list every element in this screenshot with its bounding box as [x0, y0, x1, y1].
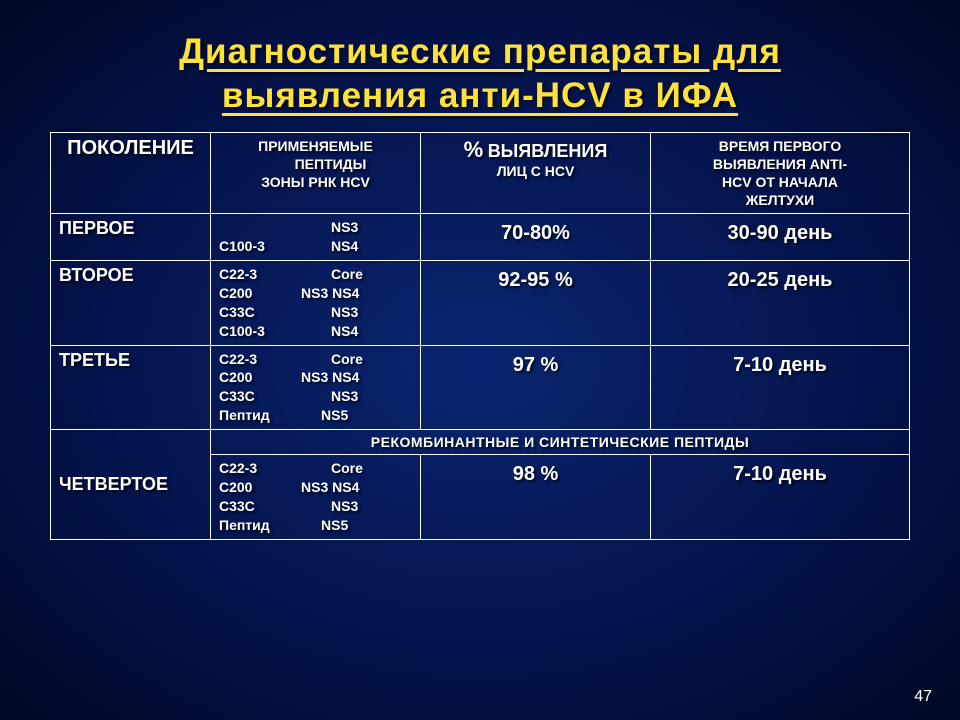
title-line1: Диагностические препараты для — [179, 32, 781, 71]
recombinant-note: РЕКОМБИНАНТНЫЕ И СИНТЕТИЧЕСКИЕ ПЕПТИДЫ — [219, 434, 901, 450]
hdr-pct-sub: ЛИЦ С HCV — [497, 163, 575, 179]
hdr-time-l2: ВЫЯВЛЕНИЯ ANTI- — [713, 156, 847, 172]
page-number: 47 — [914, 688, 932, 706]
pct-fourth: 98 % — [429, 459, 642, 486]
hdr-pct-word: ВЫЯВЛЕНИЯ — [488, 141, 608, 161]
slide: Диагностические препараты для выявления … — [0, 0, 960, 560]
hdr-time-l4: ЖЕЛТУХИ — [746, 192, 814, 208]
slide-title: Диагностические препараты для выявления … — [50, 30, 910, 118]
peptides-first: NS3 С100-3NS4 — [211, 214, 421, 261]
table-row: ВТОРОЕ С22-3Core С200NS3 NS4 C33CNS3 С10… — [51, 261, 910, 346]
day-fourth: 7-10 день — [659, 459, 901, 486]
day-third: 7-10 день — [659, 350, 901, 377]
pct-third: 97 % — [429, 350, 642, 377]
gen-fourth: ЧЕТВЕРТОЕ — [59, 474, 202, 495]
table-row: ТРЕТЬЕ С22-3Core С200NS3 NS4 C33CNS3 Пеп… — [51, 345, 910, 430]
hdr-pct-sign: % — [464, 137, 484, 162]
table-row: ПЕРВОЕ NS3 С100-3NS4 70-80% 30-90 день — [51, 214, 910, 261]
hdr-peptides-l2: ПЕПТИДЫ — [219, 155, 412, 173]
col-time: ВРЕМЯ ПЕРВОГО ВЫЯВЛЕНИЯ ANTI- HCV ОТ НАЧ… — [651, 132, 910, 214]
table-header-row: ПОКОЛЕНИЕ ПРИМЕНЯЕМЫЕ ПЕПТИДЫ ЗОНЫ РНК H… — [51, 132, 910, 214]
pct-first: 70-80% — [429, 218, 642, 245]
gen-second: ВТОРОЕ — [59, 265, 202, 286]
col-peptides: ПРИМЕНЯЕМЫЕ ПЕПТИДЫ ЗОНЫ РНК HCV — [211, 132, 421, 214]
gen-first: ПЕРВОЕ — [59, 218, 202, 239]
gen-third: ТРЕТЬЕ — [59, 350, 202, 371]
day-first: 30-90 день — [659, 218, 901, 245]
hdr-peptides-l1: ПРИМЕНЯЕМЫЕ — [258, 138, 373, 154]
hdr-generation-text: ПОКОЛЕНИЕ — [59, 137, 202, 160]
table-row: ЧЕТВЕРТОЕ РЕКОМБИНАНТНЫЕ И СИНТЕТИЧЕСКИЕ… — [51, 430, 910, 455]
peptides-fourth: С22-3Core С200NS3 NS4 C33CNS3 ПептидNS5 — [211, 455, 421, 540]
diagnostics-table: ПОКОЛЕНИЕ ПРИМЕНЯЕМЫЕ ПЕПТИДЫ ЗОНЫ РНК H… — [50, 132, 910, 540]
peptides-second: С22-3Core С200NS3 NS4 C33CNS3 С100-3NS4 — [211, 261, 421, 346]
day-second: 20-25 день — [659, 265, 901, 292]
col-percent: % ВЫЯВЛЕНИЯ ЛИЦ С HCV — [421, 132, 651, 214]
hdr-peptides-l3: ЗОНЫ РНК HCV — [261, 174, 370, 190]
peptides-third: С22-3Core С200NS3 NS4 C33CNS3 ПептидNS5 — [211, 345, 421, 430]
hdr-time-l3: HCV ОТ НАЧАЛА — [722, 174, 838, 190]
hdr-time-l1: ВРЕМЯ ПЕРВОГО — [719, 138, 841, 154]
pct-second: 92-95 % — [429, 265, 642, 292]
title-line2: выявления анти-HCV в ИФА — [222, 76, 738, 115]
col-generation: ПОКОЛЕНИЕ — [51, 132, 211, 214]
